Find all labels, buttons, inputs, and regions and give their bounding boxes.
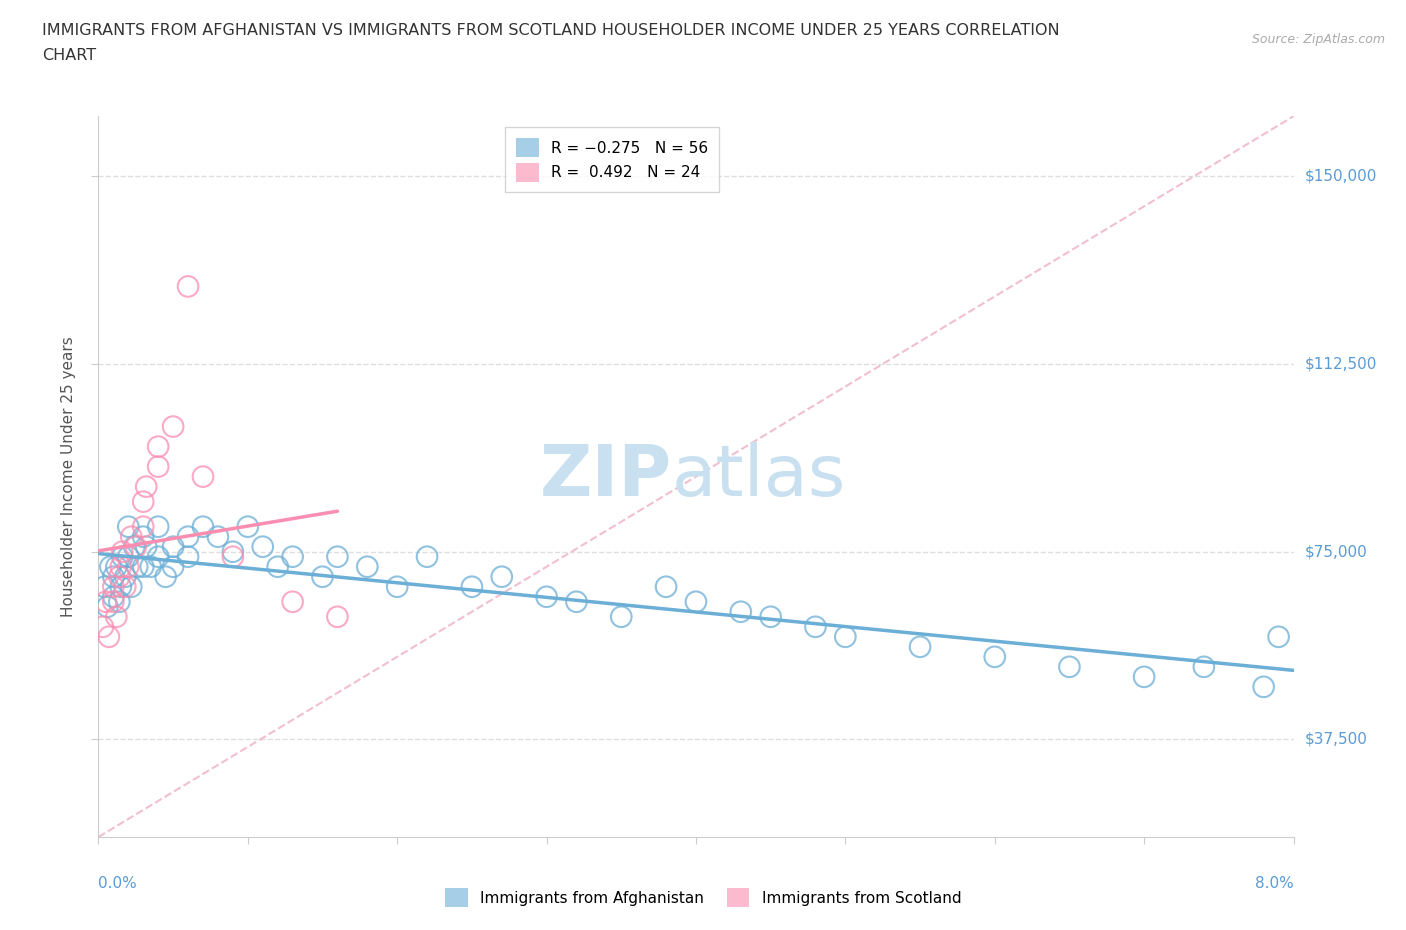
- Point: [416, 550, 439, 565]
- Point: [110, 559, 132, 574]
- Point: [162, 559, 184, 574]
- Point: [103, 590, 125, 604]
- Legend: Immigrants from Afghanistan, Immigrants from Scotland: Immigrants from Afghanistan, Immigrants …: [439, 883, 967, 913]
- Text: $37,500: $37,500: [1305, 732, 1368, 747]
- Point: [655, 579, 678, 594]
- Point: [252, 539, 274, 554]
- Point: [105, 559, 128, 574]
- Y-axis label: Householder Income Under 25 years: Householder Income Under 25 years: [60, 337, 76, 617]
- Point: [326, 609, 349, 624]
- Point: [222, 544, 245, 559]
- Point: [117, 550, 139, 565]
- Point: [155, 569, 177, 584]
- Point: [148, 550, 170, 565]
- Point: [103, 594, 125, 609]
- Point: [91, 619, 114, 634]
- Point: [135, 479, 157, 494]
- Point: [610, 609, 633, 624]
- Text: $75,000: $75,000: [1305, 544, 1368, 559]
- Point: [177, 279, 200, 294]
- Text: 0.0%: 0.0%: [98, 876, 138, 891]
- Point: [1267, 630, 1289, 644]
- Point: [1133, 670, 1156, 684]
- Point: [132, 559, 155, 574]
- Point: [135, 539, 157, 554]
- Point: [191, 469, 214, 484]
- Point: [177, 550, 200, 565]
- Point: [103, 569, 125, 584]
- Point: [1253, 680, 1275, 695]
- Text: $150,000: $150,000: [1305, 169, 1376, 184]
- Point: [108, 569, 131, 584]
- Point: [1192, 659, 1215, 674]
- Point: [685, 594, 707, 609]
- Point: [177, 529, 200, 544]
- Point: [759, 609, 782, 624]
- Point: [236, 519, 259, 534]
- Point: [804, 619, 827, 634]
- Text: IMMIGRANTS FROM AFGHANISTAN VS IMMIGRANTS FROM SCOTLAND HOUSEHOLDER INCOME UNDER: IMMIGRANTS FROM AFGHANISTAN VS IMMIGRANT…: [42, 23, 1060, 38]
- Point: [114, 579, 136, 594]
- Point: [565, 594, 588, 609]
- Point: [98, 559, 122, 574]
- Text: CHART: CHART: [42, 48, 96, 63]
- Point: [461, 579, 484, 594]
- Text: 8.0%: 8.0%: [1254, 876, 1294, 891]
- Point: [356, 559, 378, 574]
- Point: [162, 539, 184, 554]
- Point: [191, 519, 214, 534]
- Point: [148, 439, 170, 454]
- Point: [132, 519, 155, 534]
- Point: [326, 550, 349, 565]
- Point: [281, 594, 304, 609]
- Point: [93, 579, 115, 594]
- Point: [385, 579, 409, 594]
- Point: [125, 539, 148, 554]
- Point: [984, 649, 1007, 664]
- Point: [311, 569, 333, 584]
- Point: [117, 519, 139, 534]
- Point: [1059, 659, 1081, 674]
- Point: [132, 494, 155, 509]
- Point: [103, 579, 125, 594]
- Point: [94, 594, 117, 609]
- Point: [110, 579, 132, 594]
- Point: [536, 590, 558, 604]
- Point: [111, 550, 134, 565]
- Point: [97, 630, 120, 644]
- Point: [105, 609, 128, 624]
- Point: [120, 529, 142, 544]
- Point: [267, 559, 290, 574]
- Point: [281, 550, 304, 565]
- Point: [222, 550, 245, 565]
- Point: [124, 539, 146, 554]
- Text: $112,500: $112,500: [1305, 356, 1376, 371]
- Point: [111, 544, 134, 559]
- Text: ZIP: ZIP: [540, 442, 672, 512]
- Point: [96, 599, 118, 614]
- Point: [117, 559, 139, 574]
- Point: [834, 630, 856, 644]
- Legend: R = −0.275   N = 56, R =  0.492   N = 24: R = −0.275 N = 56, R = 0.492 N = 24: [506, 127, 718, 193]
- Point: [908, 639, 931, 654]
- Point: [162, 419, 184, 434]
- Text: atlas: atlas: [672, 442, 846, 512]
- Point: [491, 569, 513, 584]
- Point: [127, 559, 149, 574]
- Point: [114, 569, 136, 584]
- Point: [132, 529, 155, 544]
- Point: [730, 604, 752, 619]
- Point: [139, 559, 162, 574]
- Point: [148, 459, 170, 474]
- Point: [207, 529, 229, 544]
- Point: [148, 519, 170, 534]
- Point: [108, 594, 131, 609]
- Point: [120, 579, 142, 594]
- Text: Source: ZipAtlas.com: Source: ZipAtlas.com: [1251, 33, 1385, 46]
